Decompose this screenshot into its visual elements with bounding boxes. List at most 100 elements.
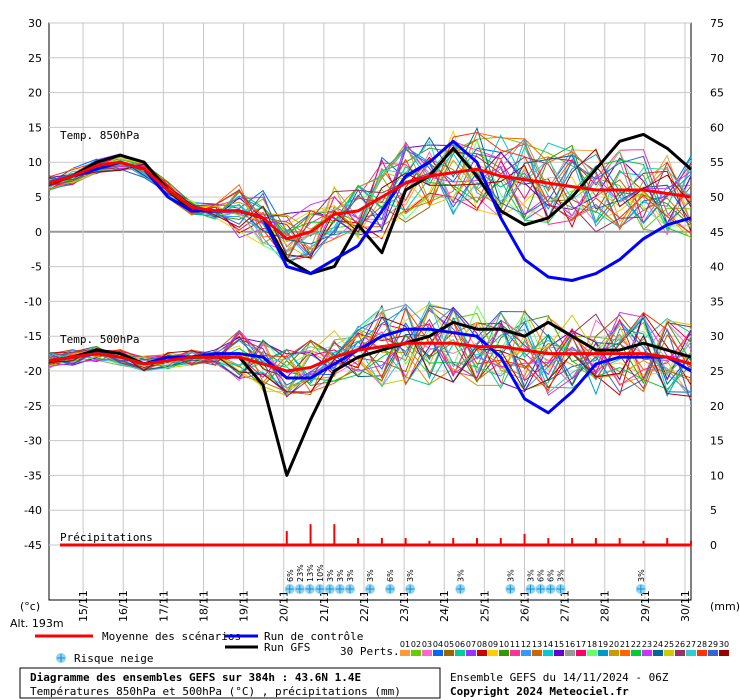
legend-mean: Moyenne des scénarios xyxy=(102,630,241,643)
right-unit: (mm) xyxy=(710,600,740,613)
y-tick-left: -40 xyxy=(24,504,42,517)
y-tick-left: 20 xyxy=(28,87,42,100)
pert-swatch xyxy=(510,650,520,656)
pert-label: 29 xyxy=(708,640,718,649)
snowflake-icon xyxy=(304,584,315,594)
y-tick-right: 5 xyxy=(710,504,717,517)
pert-swatch xyxy=(455,650,465,656)
y-tick-right: 45 xyxy=(710,226,724,239)
snow-risk-label: 3% xyxy=(557,569,566,582)
x-tick-label: 23/11 xyxy=(398,590,411,622)
snow-risk-label: 3% xyxy=(346,569,355,582)
member-line-29 xyxy=(48,305,692,403)
snow-risk-label: 3% xyxy=(506,569,515,582)
pert-swatch xyxy=(697,650,707,656)
pert-swatch xyxy=(422,650,432,656)
y-tick-right: 75 xyxy=(710,17,724,30)
member-line-24 xyxy=(48,317,692,389)
y-tick-right: 15 xyxy=(710,435,724,448)
pert-label: 28 xyxy=(697,640,707,649)
pert-swatch xyxy=(576,650,586,656)
y-tick-left: 15 xyxy=(28,121,42,134)
series-line-t850 xyxy=(48,160,692,241)
footer-title-box xyxy=(19,667,441,699)
y-tick-right: 50 xyxy=(710,191,724,204)
pert-swatch xyxy=(686,650,696,656)
y-tick-left: -15 xyxy=(24,330,42,343)
y-tick-left: -30 xyxy=(24,435,42,448)
snow-risk-label: 13% xyxy=(306,564,315,582)
pert-swatch xyxy=(499,650,509,656)
x-tick-label: 27/11 xyxy=(559,590,572,622)
snowflake-icon xyxy=(525,584,536,594)
pert-swatch xyxy=(433,650,443,656)
snow-risk-label: 3% xyxy=(336,569,345,582)
pert-swatch xyxy=(400,650,410,656)
pert-swatch xyxy=(675,650,685,656)
pert-swatch xyxy=(444,650,454,656)
pert-swatch xyxy=(488,650,498,656)
pert-label: 04 xyxy=(433,640,443,649)
y-tick-left: -35 xyxy=(24,469,42,482)
pert-label: 23 xyxy=(642,640,652,649)
snowflake-icon xyxy=(365,584,375,594)
y-tick-left: 5 xyxy=(35,191,42,204)
member-line-19 xyxy=(48,307,692,397)
pert-label: 22 xyxy=(631,640,641,649)
legend-control: Run de contrôle xyxy=(264,630,363,643)
pert-label: 08 xyxy=(477,640,487,649)
y-tick-left: -45 xyxy=(24,539,42,552)
precipitation-bars xyxy=(60,524,692,547)
pert-swatch xyxy=(664,650,674,656)
x-tick-label: 20/11 xyxy=(278,590,291,622)
pert-swatch xyxy=(631,650,641,656)
legend-perts: 30 Perts. xyxy=(340,645,400,658)
label-t500: Temp. 500hPa xyxy=(60,333,139,346)
snowflake-icon xyxy=(455,584,466,594)
pert-swatch xyxy=(411,650,421,656)
x-axis-ticks: 15/11 16/11 17/11 18/11 19/11 20/11 21/11 22/11… xyxy=(77,590,692,622)
snow-risk-label: 6% xyxy=(547,569,556,582)
pert-label: 07 xyxy=(466,640,476,649)
y-tick-left: 30 xyxy=(28,17,42,30)
x-tick-label: 29/11 xyxy=(639,590,652,622)
x-tick-label: 25/11 xyxy=(478,590,491,622)
snowflake-icon xyxy=(344,584,355,594)
snow-risk-label: 3% xyxy=(366,569,375,582)
pert-label: 12 xyxy=(521,640,531,649)
y-tick-right: 60 xyxy=(710,121,724,134)
snow-risk-label: 3% xyxy=(527,569,536,582)
snowflake-icon xyxy=(284,584,295,594)
pert-label: 03 xyxy=(422,640,432,649)
snow-risk-label: 6% xyxy=(286,569,295,582)
x-tick-label: 16/11 xyxy=(117,590,130,622)
x-tick-label: 21/11 xyxy=(318,590,331,622)
y-tick-right: 35 xyxy=(710,295,724,308)
pert-label: 25 xyxy=(664,640,674,649)
pert-label: 05 xyxy=(444,640,454,649)
pert-swatch xyxy=(554,650,564,656)
label-t850: Temp. 850hPa xyxy=(60,129,139,142)
pert-label: 15 xyxy=(554,640,564,649)
pert-swatch xyxy=(543,650,553,656)
pert-swatch xyxy=(620,650,630,656)
footer-subtitle: Températures 850hPa et 500hPa (°C) , pré… xyxy=(30,685,401,698)
pert-label: 11 xyxy=(510,640,520,649)
pert-label: 18 xyxy=(587,640,597,649)
pert-swatch xyxy=(708,650,718,656)
y-tick-left: -10 xyxy=(24,295,42,308)
snowflake-icon xyxy=(555,584,566,594)
snowflake-icon xyxy=(535,584,546,594)
pert-label: 09 xyxy=(488,640,498,649)
snow-risk-markers: 6% 23% 13% 10% 3% 3% 3% 3% 6% 3% 3% 3% 3% 6% 6% 3% 3% xyxy=(284,564,646,594)
pert-label: 14 xyxy=(543,640,553,649)
y-tick-right: 70 xyxy=(710,52,724,65)
plot-frame xyxy=(48,22,692,601)
pert-swatch xyxy=(565,650,575,656)
label-precip: Précipitations xyxy=(60,531,153,544)
snow-risk-label: 3% xyxy=(406,569,415,582)
pert-label: 24 xyxy=(653,640,663,649)
x-tick-label: 24/11 xyxy=(438,590,451,622)
